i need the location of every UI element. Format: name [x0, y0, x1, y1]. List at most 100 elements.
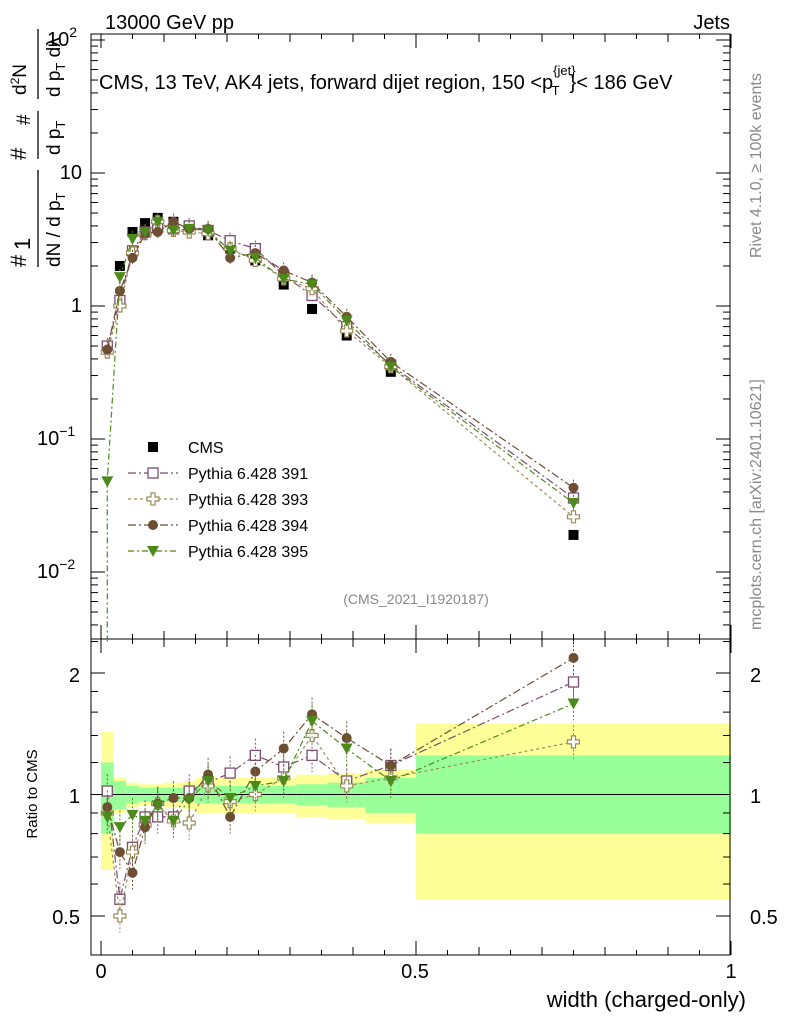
ratio-y-axis-title: Ratio to CMS: [24, 749, 41, 838]
pythia-394-point-1: [114, 285, 125, 296]
pythia-395-point-4: [151, 216, 164, 228]
ratio-pythia-394-point-12: [341, 733, 352, 744]
legend-pythia-394-marker: [148, 520, 158, 530]
pythia-391-line: [106, 225, 574, 499]
cms-point-3: [140, 218, 151, 229]
pythia-393-line: [106, 221, 574, 518]
ratio-pythia-395-point-5: [167, 815, 180, 827]
ratio-pythia-394-point-0: [102, 802, 113, 813]
ratio-pythia-395-point-2: [126, 809, 139, 821]
ratio-pythia-395-point-0: [101, 811, 114, 823]
svg-text:d2N: d2N: [8, 64, 31, 95]
main-y-axis-title: # 1 dN / d pT # d pT # d2N d pT dλ: [6, 29, 68, 267]
pythia-395-point-2: [126, 233, 139, 245]
svg-text:#: #: [6, 254, 31, 267]
uncertainty-bands: [101, 723, 731, 900]
ratio-pythia-393-point-12: [340, 779, 354, 793]
svg-text:1: 1: [10, 238, 35, 250]
pythia-395-point-1: [113, 272, 126, 284]
axis-ticks: [91, 34, 732, 955]
xtick-label-05: 0.5: [401, 961, 429, 983]
ratio-pythia-394-line: [106, 657, 574, 875]
pythia-394-point-0: [102, 344, 113, 355]
svg-text:#: #: [14, 114, 35, 125]
ratio-pythia-394-point-10: [278, 743, 289, 754]
pythia-393-point-12: [340, 324, 354, 338]
pythia-393-point-1: [113, 299, 127, 313]
svg-text:d pT: d pT: [44, 121, 68, 155]
green-band-bin-1: [113, 781, 127, 810]
ytick-label-1: 1: [71, 295, 82, 317]
svg-text:#: #: [6, 147, 31, 160]
legend-pythia-395-label: Pythia 6.428 395: [188, 544, 308, 561]
xtick-label-1: 1: [725, 961, 736, 983]
pythia-394-point-10: [278, 265, 289, 276]
ratio-pythia-395-point-12: [340, 743, 353, 755]
ratio-pythia-394-point-2: [127, 867, 138, 878]
ratio-pythia-395-point-13: [384, 776, 397, 788]
legend: CMS Pythia 6.428 391 Pythia 6.428 393 Pythi…: [128, 440, 308, 561]
x-axis-title: width (charged-only): [546, 987, 746, 1012]
ratio-pythia-395-point-11: [306, 716, 319, 728]
legend-pythia-391-marker: [147, 467, 159, 479]
xtick-label-0: 0: [95, 961, 106, 983]
ratio-pythia-391-point-8: [224, 767, 236, 779]
pythia-395-point-11: [306, 279, 319, 291]
ratio-y-tick-labels: 2 1 0.5 2 1 0.5: [52, 665, 778, 929]
pythia-394-point-4: [152, 227, 163, 238]
ratio-pythia-395-point-10: [277, 776, 290, 788]
pythia-395-line: [106, 221, 574, 642]
ratio-pythia-395-point-7: [202, 776, 215, 788]
pythia-395-point-0: [101, 476, 114, 488]
plot-title: CMS, 13 TeV, AK4 jets, forward dijet reg…: [99, 63, 673, 98]
ratio-pythia-394-point-3: [140, 822, 151, 833]
legend-cms-label: CMS: [188, 440, 224, 457]
ratio-pythia-395-point-1: [113, 822, 126, 834]
cms-point-11: [307, 303, 318, 314]
pythia-395-point-7: [202, 225, 215, 237]
pythia-394-point-5: [168, 216, 179, 227]
ratio-pythia-391-point-14: [567, 676, 580, 688]
ratio-tick-05-right: 0.5: [750, 907, 778, 929]
ratio-plot-frame: [90, 638, 731, 956]
ratio-pythia-394-point-8: [225, 811, 236, 822]
ratio-pythia-394-point-9: [250, 766, 261, 777]
ratio-pythia-393-line: [106, 734, 574, 917]
legend-pythia-393-label: Pythia 6.428 393: [188, 492, 308, 509]
ratio-pythia-395-point-9: [249, 780, 262, 792]
ratio-pythia-393-point-1: [113, 909, 127, 923]
ratio-tick-1-right: 1: [750, 786, 761, 808]
ratio-pythia-395-point-8: [224, 793, 237, 805]
ratio-pythia-394-point-14: [568, 652, 579, 663]
ratio-tick-2-left: 2: [69, 665, 80, 687]
ratio-pythia-395-point-4: [151, 800, 164, 812]
rivet-label: Rivet 4.1.0, ≥ 100k events: [748, 73, 765, 258]
main-series-layer: [100, 212, 581, 642]
cms-point-14: [568, 529, 579, 540]
header-left: 13000 GeV pp: [105, 12, 234, 34]
ytick-label-1e-1: 10−1: [37, 423, 75, 450]
pythia-395-point-13: [384, 361, 397, 373]
pythia-394-point-8: [225, 252, 236, 263]
svg-text:d pT dλ: d pT dλ: [44, 37, 68, 97]
analysis-watermark: (CMS_2021_I1920187): [343, 591, 489, 607]
ratio-pythia-393-point-6: [182, 816, 196, 830]
pythia-394-point-2: [127, 252, 138, 263]
ratio-pythia-394-point-1: [114, 847, 125, 858]
cms-point-1: [114, 260, 125, 271]
pythia-395-point-8: [224, 245, 237, 257]
ratio-tick-1-left: 1: [69, 786, 80, 808]
pythia-394-line: [106, 221, 574, 489]
pythia-393-point-14: [566, 510, 581, 524]
main-plot-frame: [90, 33, 731, 640]
legend-pythia-395-marker: [147, 546, 159, 557]
ratio-pythia-391-point-11: [306, 749, 318, 762]
ratio-pythia-395-point-3: [139, 815, 152, 827]
pythia-395-point-12: [340, 315, 353, 327]
ratio-pythia-393-point-14: [566, 735, 581, 749]
ratio-series-layer: [100, 641, 581, 933]
ratio-pythia-395-point-6: [183, 794, 196, 806]
ratio-tick-05-left: 0.5: [52, 907, 80, 929]
main-y-tick-labels: 10−2 10−1 1 10 102: [37, 24, 82, 583]
